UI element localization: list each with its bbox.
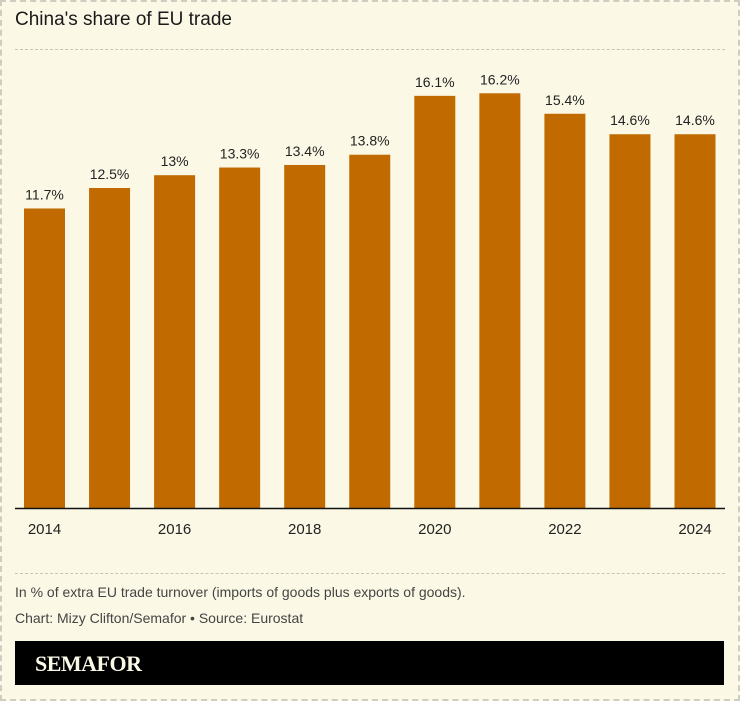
bar-2020 (414, 95, 456, 508)
bar-2017 (219, 167, 261, 508)
bar-chart: 11.7% 12.5% 13% 13.3% 13.4% 13.8% 16.1% 16.2% 15… (15, 71, 725, 538)
bar-2022 (544, 113, 586, 508)
brand-bar: SEMAFOR (15, 641, 724, 685)
bar-2014 (24, 208, 65, 509)
data-label-2014: 11.7% (25, 186, 64, 202)
data-label-2021: 16.2% (480, 71, 520, 87)
bar-2019 (349, 154, 391, 508)
bar-2016 (154, 175, 196, 508)
x-tick-2016: 2016 (158, 521, 191, 538)
chart-note: In % of extra EU trade turnover (imports… (15, 584, 466, 600)
data-label-2023: 14.6% (610, 112, 650, 128)
data-label-2016: 13% (161, 153, 189, 169)
data-label-2024: 14.6% (675, 112, 715, 128)
bar-2024 (674, 134, 716, 509)
x-tick-2024: 2024 (678, 521, 711, 538)
bar-2018 (284, 164, 326, 508)
data-label-2020: 16.1% (415, 74, 455, 90)
x-tick-2014: 2014 (28, 521, 61, 538)
bar-2023 (609, 134, 651, 509)
bar-2015 (89, 188, 131, 508)
bar-2021 (479, 93, 521, 508)
x-tick-2018: 2018 (288, 521, 321, 538)
title-separator (15, 49, 725, 50)
chart-title: China's share of EU trade (15, 9, 232, 30)
x-tick-2022: 2022 (548, 521, 581, 538)
chart-credit: Chart: Mizy Clifton/Semafor • Source: Eu… (15, 610, 304, 626)
data-label-2017: 13.3% (220, 146, 260, 162)
x-tick-2020: 2020 (418, 521, 451, 538)
footer-separator (15, 573, 725, 574)
data-label-2022: 15.4% (545, 92, 585, 108)
data-label-2018: 13.4% (285, 143, 325, 159)
semafor-logo: SEMAFOR (35, 651, 142, 676)
data-label-2019: 13.8% (350, 133, 390, 149)
data-label-2015: 12.5% (90, 166, 130, 182)
